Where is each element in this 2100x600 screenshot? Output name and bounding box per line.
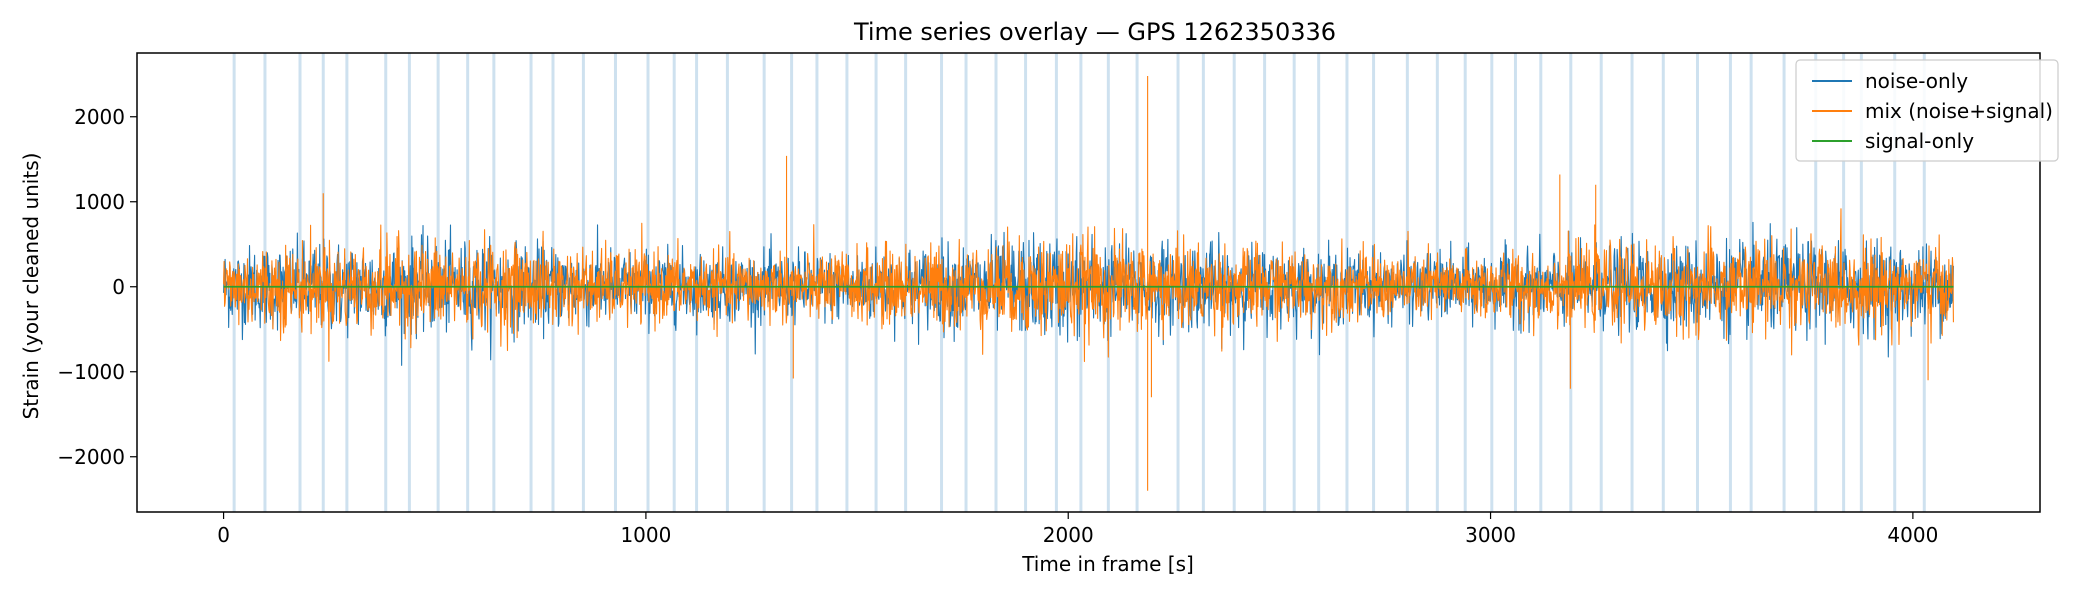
legend-box	[1795, 59, 2059, 162]
legend: noise-only mix (noise+signal) signal-onl…	[1795, 59, 2059, 162]
series-lines	[223, 75, 1954, 491]
y-tick-label: 1000	[74, 190, 125, 214]
y-axis-label: Strain (your cleaned units)	[19, 153, 43, 420]
x-tick-label: 0	[217, 523, 230, 547]
x-axis-label: Time in frame [s]	[1021, 552, 1194, 576]
x-tick-label: 4000	[1887, 523, 1938, 547]
chart-title: Time series overlay — GPS 1262350336	[853, 18, 1336, 46]
y-tick-label: −2000	[57, 445, 125, 469]
series-line	[223, 75, 1954, 491]
x-axis-ticks: 0 1000 2000 3000 4000	[217, 512, 1938, 547]
y-tick-label: 2000	[74, 105, 125, 129]
x-tick-label: 3000	[1465, 523, 1516, 547]
y-tick-label: 0	[112, 275, 125, 299]
x-tick-label: 2000	[1043, 523, 1094, 547]
y-tick-label: −1000	[57, 360, 125, 384]
plot-frame	[136, 52, 2041, 513]
legend-label-noise-only: noise-only	[1865, 69, 1968, 93]
legend-label-mix: mix (noise+signal)	[1865, 99, 2053, 123]
y-axis-ticks: −2000 −1000 0 1000 2000	[57, 105, 137, 469]
x-tick-label: 1000	[620, 523, 671, 547]
plot-area: 0 1000 2000 3000 4000 −2000 −1000 0 1000 2000	[57, 52, 2041, 547]
legend-label-signal-only: signal-only	[1865, 129, 1974, 153]
